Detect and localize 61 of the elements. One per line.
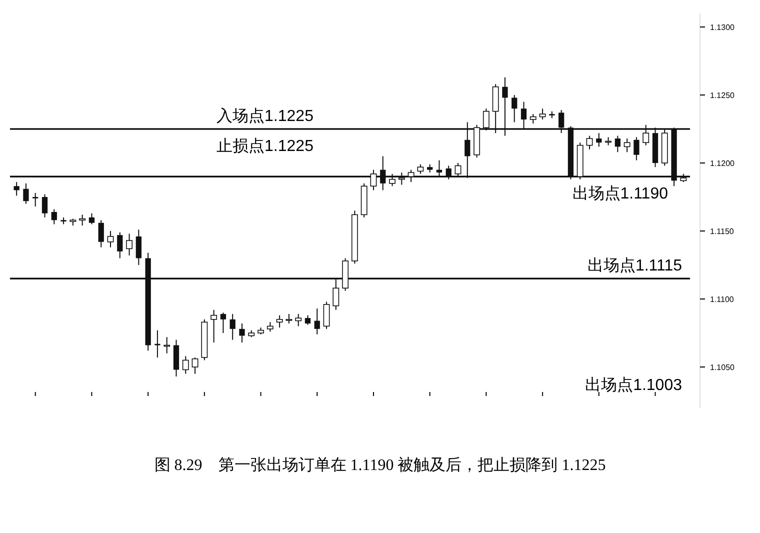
candlestick bbox=[304, 314, 311, 326]
candlestick bbox=[88, 212, 95, 225]
candlestick bbox=[220, 312, 226, 334]
candlestick bbox=[192, 356, 198, 374]
candlestick bbox=[380, 156, 386, 191]
candlestick bbox=[596, 132, 602, 148]
candlestick bbox=[446, 165, 452, 180]
candlestick bbox=[332, 278, 340, 310]
annotation: 止损点1.1225 bbox=[216, 137, 314, 155]
candlestick bbox=[634, 136, 640, 161]
candlestick bbox=[210, 309, 218, 344]
candlestick bbox=[79, 214, 86, 226]
candlestick bbox=[436, 160, 442, 178]
candlestick bbox=[408, 169, 414, 183]
candlestick bbox=[98, 220, 104, 248]
candlestick bbox=[530, 114, 536, 124]
candlestick bbox=[286, 313, 292, 324]
candlestick bbox=[239, 322, 245, 344]
candlestick bbox=[14, 182, 20, 196]
candlestick bbox=[502, 76, 508, 136]
ref-line-label: 入场点1.1225 bbox=[216, 107, 314, 125]
candlestick bbox=[51, 208, 57, 225]
candlestick bbox=[512, 94, 518, 123]
candlestick bbox=[295, 313, 302, 327]
text: 图 8.29 第一张出场订单在 1.1190 被触及后，把止损降到 1.1225 bbox=[154, 456, 606, 474]
candlestick bbox=[126, 233, 132, 256]
candlestick bbox=[314, 308, 320, 335]
candlestick bbox=[398, 172, 405, 186]
candlestick bbox=[182, 356, 189, 374]
candlestick bbox=[642, 124, 650, 146]
candlestick bbox=[482, 108, 490, 131]
candlestick bbox=[417, 164, 424, 174]
candlestick bbox=[42, 194, 48, 218]
candlestick bbox=[454, 162, 462, 178]
y-tick-label: 1.1300 bbox=[710, 22, 736, 32]
candlestick bbox=[464, 122, 470, 178]
candlestick bbox=[520, 101, 527, 130]
candlestick bbox=[624, 138, 630, 153]
y-tick-label: 1.1050 bbox=[710, 362, 736, 372]
candlestick bbox=[389, 173, 396, 187]
candlestick bbox=[539, 108, 546, 120]
candlestick bbox=[323, 301, 330, 330]
y-tick-label: 1.1150 bbox=[710, 226, 734, 236]
candlestick bbox=[558, 109, 564, 134]
candlestick bbox=[136, 229, 142, 266]
y-tick-label: 1.1100 bbox=[710, 294, 734, 304]
candlestick bbox=[107, 230, 114, 248]
candlestick bbox=[117, 232, 123, 259]
y-tick-label: 1.1200 bbox=[710, 158, 736, 168]
ref-line-label: 出场点1.1115 bbox=[587, 256, 682, 275]
annotation: 出场点1.1003 bbox=[585, 376, 682, 394]
candlestick bbox=[266, 322, 274, 332]
candlestick bbox=[276, 314, 283, 328]
candlestick bbox=[230, 313, 236, 340]
candlestick bbox=[370, 169, 377, 191]
candlestick bbox=[23, 182, 29, 204]
candlestick bbox=[586, 135, 593, 150]
candlestick bbox=[32, 192, 38, 208]
ref-line-label: 出场点1.1190 bbox=[572, 184, 668, 203]
candlestick bbox=[614, 135, 620, 153]
y-tick-label: 1.1250 bbox=[710, 90, 736, 100]
